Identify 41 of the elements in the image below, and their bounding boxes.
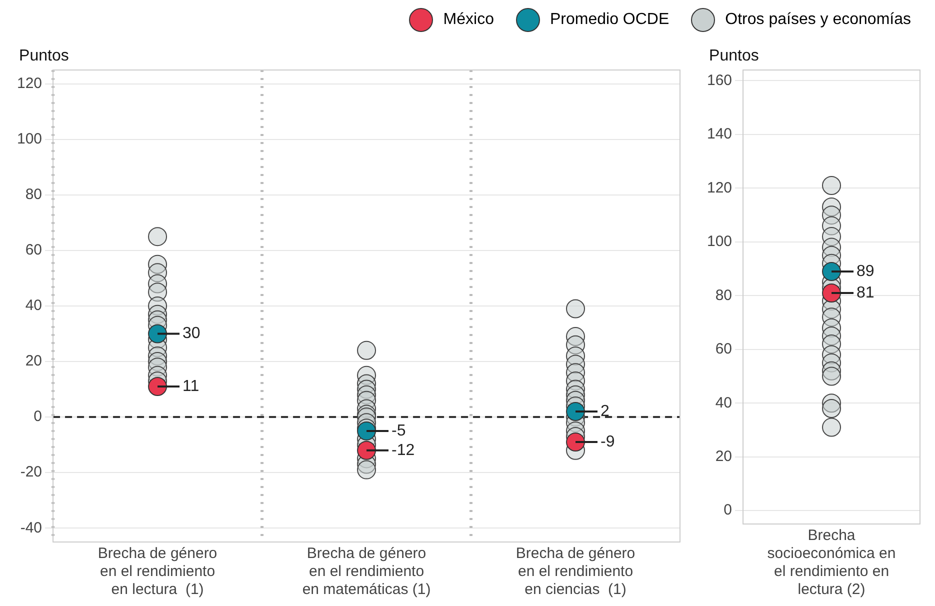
y-tick-label: -40: [20, 519, 42, 536]
y-tick-label: 60: [25, 242, 42, 259]
y-tick-label: 0: [724, 502, 732, 519]
legend-label: Promedio OCDE: [550, 11, 670, 29]
data-label: -5: [392, 422, 406, 440]
data-label: 11: [182, 378, 200, 395]
data-label: 2: [600, 402, 610, 420]
y-tick-label: 140: [706, 126, 732, 143]
data-label: -9: [600, 433, 615, 450]
x-tick-label: Brecha de género en el rendimiento en matemáticas (1): [302, 545, 431, 598]
x-tick-label: Brecha de género en el rendimiento en ciencias (1): [516, 545, 636, 598]
legend-label: Otros países y economías: [725, 11, 911, 29]
point: [822, 283, 842, 302]
y-tick-label: 20: [25, 352, 42, 370]
y-tick-label: 20: [715, 448, 732, 465]
y-axis-title: Puntos: [19, 47, 69, 64]
point: [822, 176, 842, 196]
y-tick-label: 80: [25, 186, 42, 204]
data-label: 30: [182, 325, 200, 342]
y-tick-label: 0: [34, 408, 42, 426]
y-tick-label: 120: [16, 75, 42, 92]
y-tick-label: 60: [715, 340, 732, 358]
y-tick-label: 80: [715, 286, 732, 304]
x-tick-label: Brecha de género en el rendimiento en lectura (1): [98, 545, 218, 598]
x-tick-label: Brecha socioeconómica en el rendimiento en lectura (2): [767, 527, 896, 598]
data-label: 81: [856, 284, 874, 302]
y-tick-label: 160: [706, 72, 732, 89]
y-axis-title: Puntos: [709, 47, 759, 64]
y-tick-label: 40: [25, 297, 42, 314]
point: [822, 262, 842, 281]
y-tick-label: 120: [706, 179, 732, 196]
y-tick-label: -20: [20, 464, 42, 481]
point: [822, 418, 842, 437]
legend-label: México: [443, 11, 494, 29]
point: [822, 366, 842, 386]
y-tick-label: 40: [715, 394, 732, 412]
data-label: -12: [392, 442, 415, 459]
data-label: 89: [856, 262, 874, 280]
y-tick-label: 100: [706, 233, 732, 250]
y-tick-label: 100: [16, 130, 42, 148]
point: [822, 398, 842, 418]
